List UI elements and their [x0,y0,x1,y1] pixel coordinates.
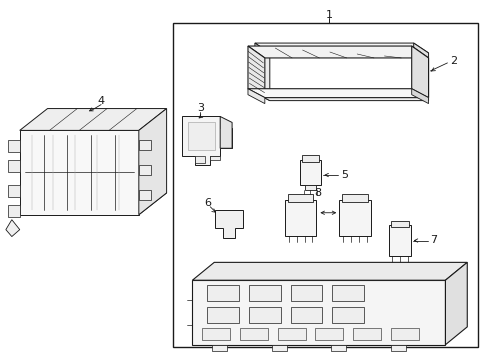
Polygon shape [247,89,427,98]
Polygon shape [411,89,427,104]
Text: 8: 8 [313,188,320,198]
Bar [304,185,316,190]
Polygon shape [139,190,150,200]
Text: 7: 7 [429,234,436,244]
Bar [299,160,321,185]
Bar [207,285,239,301]
Bar [301,155,319,162]
Polygon shape [6,220,20,237]
Bar [390,328,418,340]
Text: 3: 3 [197,103,203,113]
Bar [331,345,346,351]
Bar [284,200,316,235]
Polygon shape [210,156,220,160]
Ellipse shape [59,170,80,184]
Polygon shape [220,117,232,148]
Polygon shape [8,185,20,197]
Polygon shape [254,43,269,100]
Bar [388,225,410,256]
Polygon shape [411,46,427,98]
Bar [277,328,305,340]
Bar [332,285,364,301]
Bar [202,328,230,340]
Bar [240,328,267,340]
Bar [287,194,313,202]
Bar [342,194,367,202]
Bar [248,307,280,323]
Text: 6: 6 [203,198,210,208]
Text: 1: 1 [325,10,332,20]
Bar [332,307,364,323]
Bar [212,345,226,351]
Text: 5: 5 [340,170,347,180]
Text: 4: 4 [97,96,104,105]
Polygon shape [254,43,427,53]
Polygon shape [20,109,166,130]
Bar [290,307,322,323]
Polygon shape [445,262,467,345]
Polygon shape [413,43,427,100]
Bar [172,23,477,347]
Bar [390,345,405,351]
Bar [290,285,322,301]
Bar [315,328,343,340]
Polygon shape [247,46,264,98]
Bar [390,221,408,227]
Bar [271,345,286,351]
Polygon shape [188,122,215,150]
Polygon shape [192,262,467,280]
Polygon shape [254,93,427,100]
Polygon shape [215,210,243,238]
Bar [248,285,280,301]
Circle shape [116,201,121,205]
Polygon shape [139,109,166,215]
Polygon shape [8,205,20,217]
Bar [352,328,380,340]
Polygon shape [20,130,139,215]
Polygon shape [139,165,150,175]
Polygon shape [182,117,232,165]
Polygon shape [139,140,150,150]
Polygon shape [247,46,427,58]
Polygon shape [20,193,166,215]
Text: 2: 2 [449,56,456,66]
Circle shape [116,201,121,205]
Bar [339,200,370,235]
Bar [207,307,239,323]
Polygon shape [8,160,20,172]
Polygon shape [8,140,20,152]
Polygon shape [195,156,205,163]
Polygon shape [192,280,445,345]
Circle shape [116,201,121,205]
Polygon shape [247,89,264,104]
